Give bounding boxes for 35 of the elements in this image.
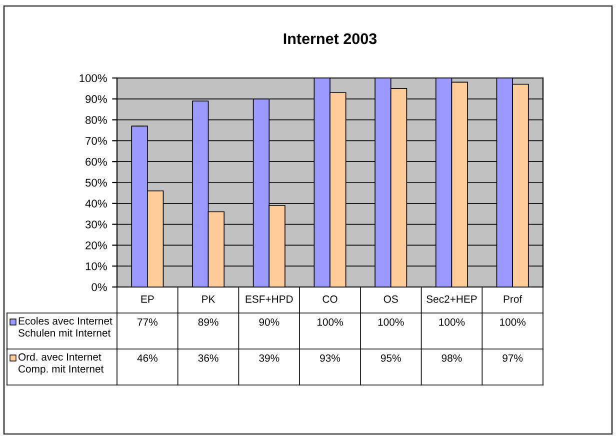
y-tick-label: 50% <box>85 178 107 187</box>
data-label: 39% <box>259 354 280 362</box>
x-tick-label: PK <box>202 296 216 303</box>
x-tick-label: ESF+HPD <box>246 295 293 303</box>
x-tick-label: Prof <box>504 295 522 303</box>
data-label: 93% <box>320 354 340 362</box>
data-label: 100% <box>378 318 404 326</box>
data-label: 77% <box>138 318 158 326</box>
data-label: 100% <box>500 318 526 326</box>
y-tick-label: 90% <box>86 95 107 104</box>
data-label: 89% <box>198 318 218 326</box>
data-label: 97% <box>502 354 523 362</box>
data-label: 100% <box>317 318 343 326</box>
data-label: 90% <box>259 318 280 326</box>
legend-label: Ord. avec Internet Comp. mit Internet <box>18 353 104 375</box>
y-tick-label: 10% <box>86 262 107 270</box>
legend-label: Ecoles avec Internet Schulen mit Internet <box>18 317 112 337</box>
y-tick-label: 30% <box>85 220 107 228</box>
x-tick-label: OS <box>384 295 398 303</box>
data-label: 95% <box>380 354 401 362</box>
y-tick-label: 0% <box>92 283 107 292</box>
x-tick-label: CO <box>322 295 338 303</box>
y-tick-label: 100% <box>80 74 107 82</box>
y-tick-label: 60% <box>86 158 107 166</box>
chart-title: Internet 2003 <box>284 33 377 44</box>
data-label: 46% <box>137 354 158 362</box>
y-tick-label: 20% <box>86 241 107 250</box>
data-label: 36% <box>198 354 218 362</box>
x-tick-label: EP <box>141 296 154 303</box>
data-label: 100% <box>439 318 465 326</box>
y-tick-label: 80% <box>86 116 107 124</box>
data-label: 98% <box>442 354 462 362</box>
y-tick-label: 40% <box>85 200 107 208</box>
y-tick-label: 70% <box>86 136 107 145</box>
x-tick-label: Sec2+HEP <box>426 295 477 303</box>
